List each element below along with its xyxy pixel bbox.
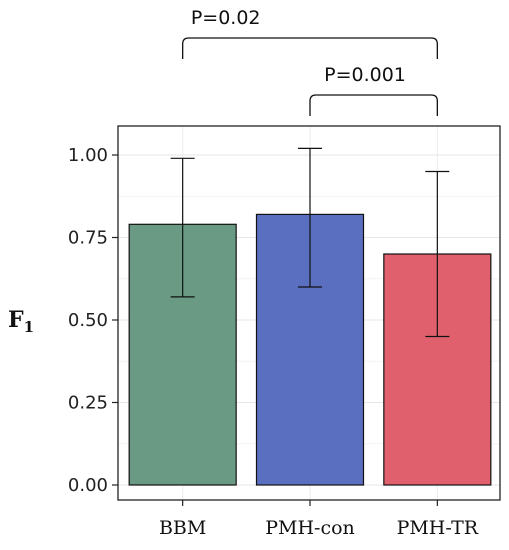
plot-frame (117, 125, 501, 501)
error-bar-pmh-con (298, 147, 322, 288)
x-category-label: PMH-con (265, 517, 355, 539)
p-value-label: P=0.001 (324, 64, 406, 86)
y-axis-ticks: 0.00 0.25 0.50 0.75 1.00 (68, 145, 118, 496)
y-tick-label: 0.00 (68, 475, 108, 496)
x-category-label: BBM (159, 517, 206, 539)
significance-annotations: P=0.02 P=0.001 (182, 7, 438, 116)
y-tick-label: 1.00 (68, 145, 108, 166)
y-tick-label: 0.25 (68, 393, 108, 414)
x-axis-categories: BBM PMH-con PMH-TR (159, 500, 479, 539)
y-axis-label-main: F (8, 307, 24, 333)
y-axis-label-subscript: 1 (24, 318, 34, 336)
error-bar-pmh-tr (425, 170, 450, 338)
error-bar-bbm (170, 157, 195, 298)
x-category-label: PMH-TR (397, 517, 479, 539)
significance-bracket: P=0.001 (309, 64, 438, 116)
error-bars (170, 147, 450, 338)
y-tick-label: 0.50 (68, 310, 108, 331)
y-axis-label: F1 (8, 307, 34, 336)
p-value-label: P=0.02 (191, 7, 261, 29)
significance-bracket: P=0.02 (182, 7, 438, 59)
y-tick-label: 0.75 (68, 228, 108, 249)
